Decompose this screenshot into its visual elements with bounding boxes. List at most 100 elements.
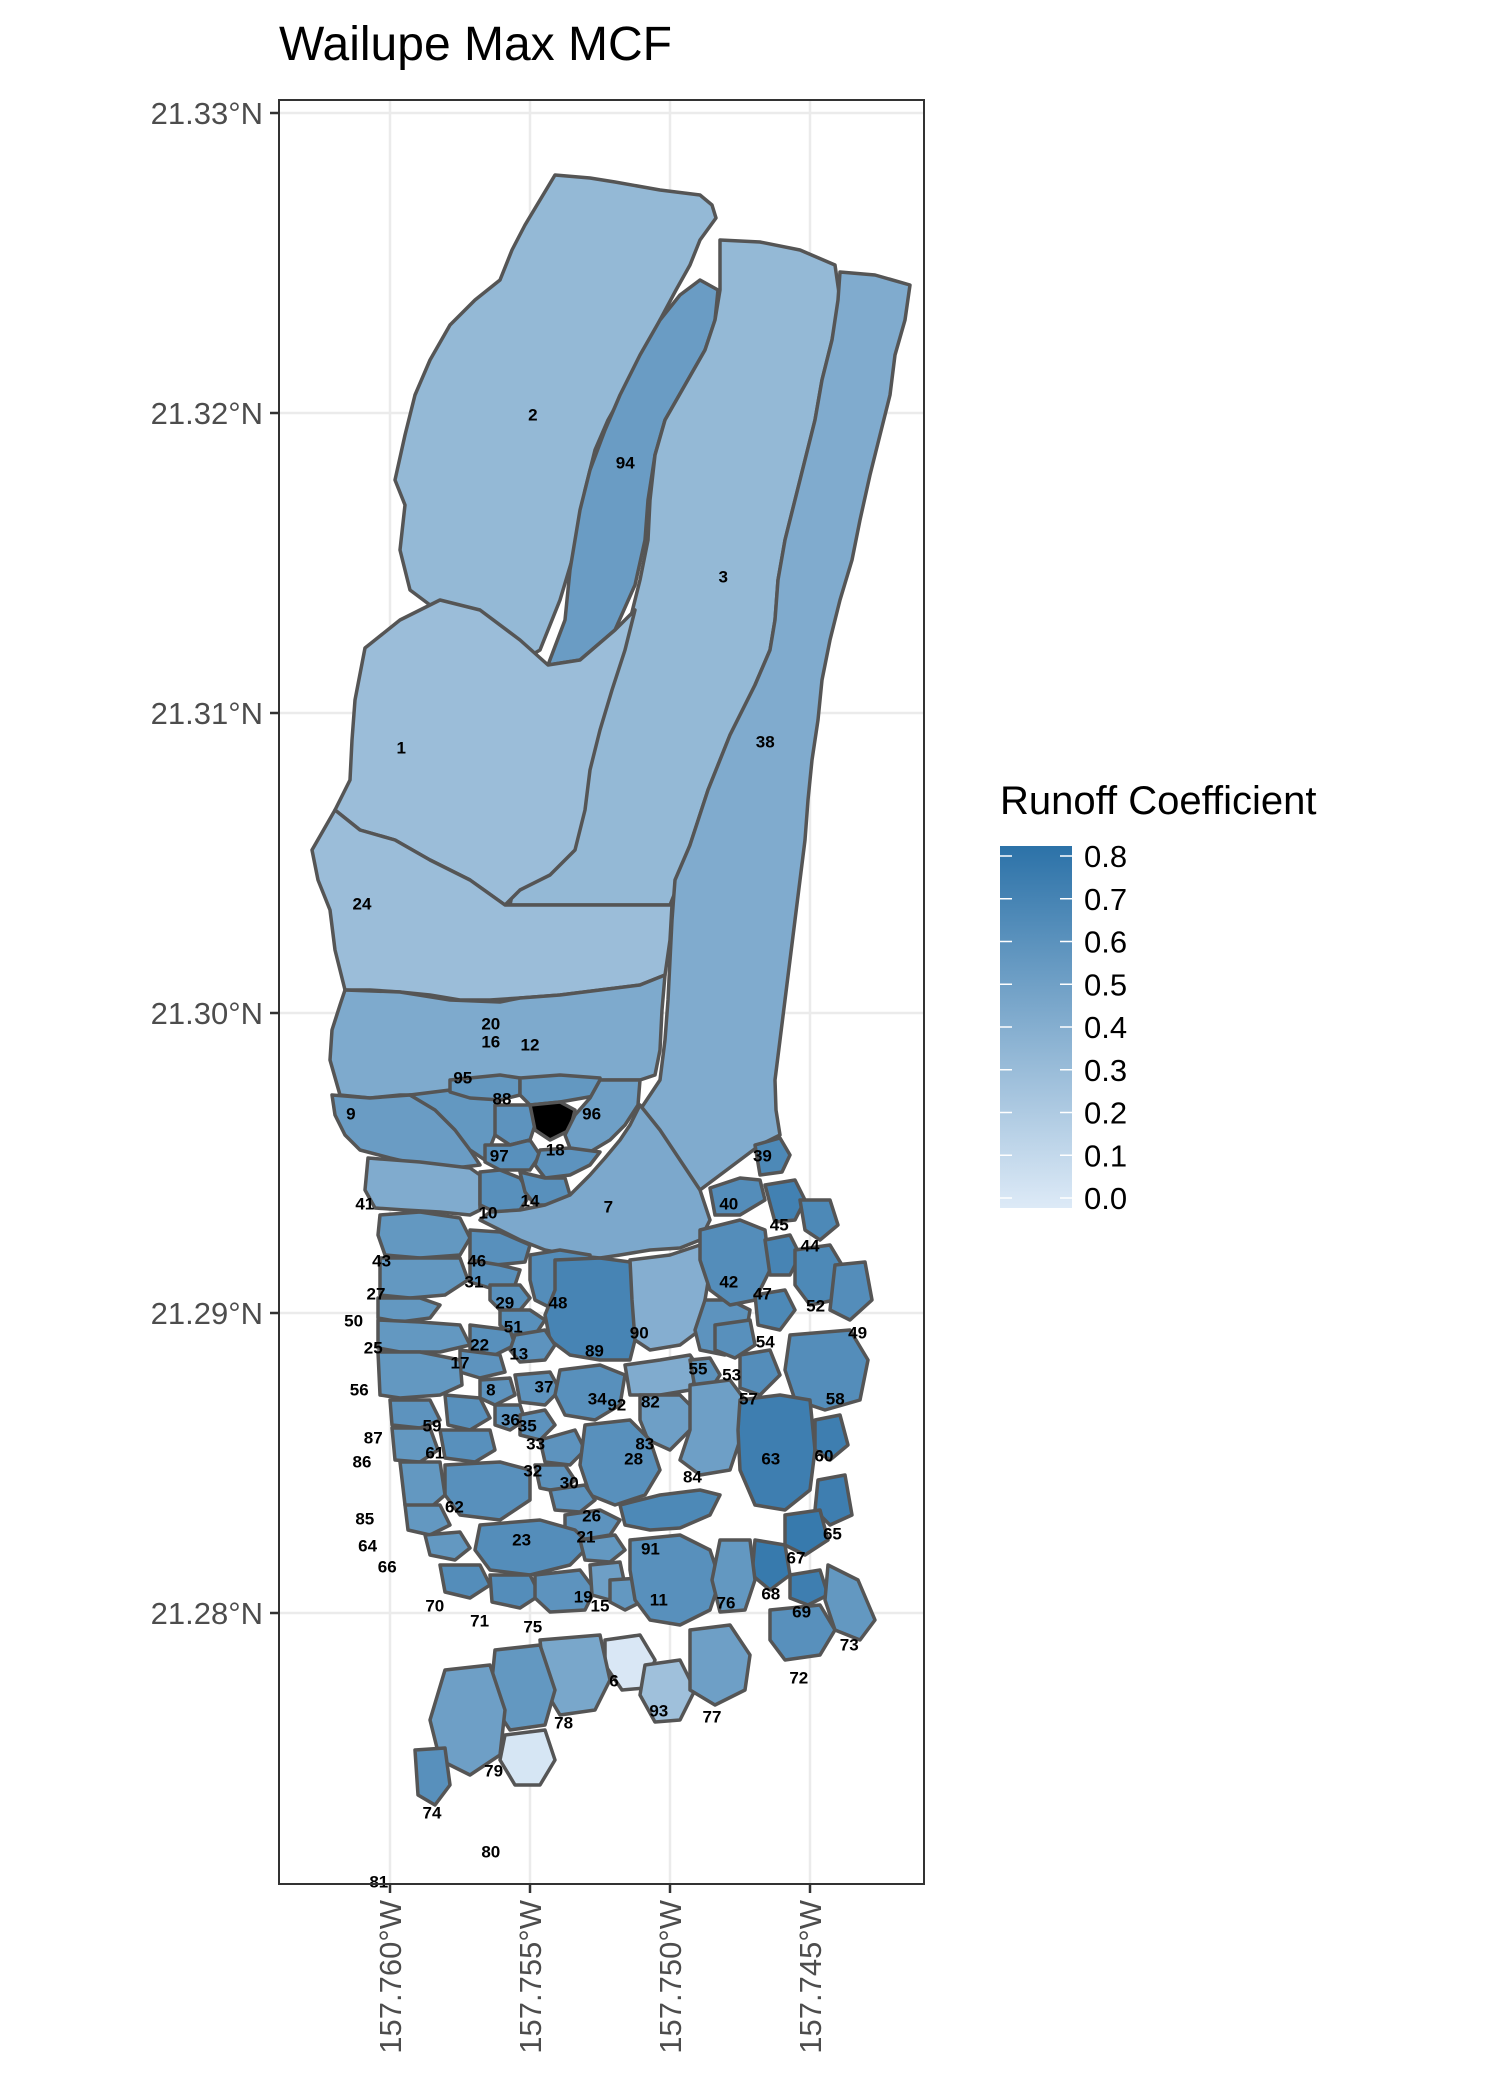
region-label-70: 70 — [425, 1596, 444, 1615]
x-tick-label: 157.750°W — [653, 1899, 688, 2053]
region-label-55: 55 — [689, 1359, 708, 1378]
legend: Runoff Coefficient 0.8 0.7 0.6 0.5 0.4 0.3 0.2… — [1000, 779, 1317, 1216]
y-tick-label: 21.28°N — [151, 1596, 263, 1631]
region-label-11: 11 — [650, 1590, 668, 1609]
region-28 — [578, 1418, 662, 1507]
region-label-89: 89 — [585, 1341, 604, 1360]
region-8 — [478, 1376, 517, 1407]
y-axis: 21.33°N 21.32°N 21.31°N 21.30°N 21.29°N 21.28… — [151, 96, 279, 1631]
region-label-48: 48 — [549, 1293, 568, 1312]
region-label-60: 60 — [815, 1446, 834, 1465]
region-label-19: 19 — [574, 1587, 593, 1606]
region-label-47: 47 — [753, 1284, 772, 1303]
region-label-50: 50 — [344, 1311, 363, 1330]
x-tick-label: 157.755°W — [513, 1899, 548, 2053]
region-11 — [628, 1533, 722, 1627]
region-86 — [390, 1426, 440, 1464]
region-label-71: 71 — [470, 1611, 489, 1630]
region-label-79: 79 — [484, 1761, 503, 1780]
region-label-18: 18 — [546, 1140, 565, 1159]
region-label-87: 87 — [364, 1428, 383, 1447]
y-tick-label: 21.29°N — [151, 1296, 263, 1331]
region-label-3: 3 — [718, 567, 727, 586]
region-60 — [813, 1413, 850, 1462]
region-label-68: 68 — [761, 1584, 780, 1603]
region-label-2: 2 — [528, 405, 537, 424]
region-36 — [493, 1403, 527, 1432]
region-label-46: 46 — [467, 1251, 486, 1270]
region-label-97: 97 — [490, 1146, 509, 1165]
region-58 — [783, 1328, 870, 1412]
region-50 — [376, 1296, 442, 1324]
legend-label: 0.1 — [1084, 1138, 1127, 1173]
region-label-16: 16 — [481, 1032, 500, 1051]
region-label-26: 26 — [582, 1506, 601, 1525]
x-axis: 157.760°W 157.755°W 157.750°W 157.745°W — [373, 1884, 828, 2054]
region-label-35: 35 — [518, 1416, 537, 1435]
region-label-30: 30 — [560, 1473, 579, 1492]
region-71 — [488, 1573, 542, 1610]
region-35 — [518, 1408, 557, 1442]
region-label-58: 58 — [826, 1389, 845, 1408]
region-label-82: 82 — [641, 1392, 660, 1411]
region-label-13: 13 — [509, 1344, 528, 1363]
region-69 — [788, 1568, 830, 1607]
region-label-22: 22 — [470, 1335, 489, 1354]
region-label-37: 37 — [535, 1377, 554, 1396]
region-label-10: 10 — [479, 1203, 498, 1222]
region-label-80: 80 — [481, 1842, 500, 1861]
plot-border — [278, 99, 925, 1885]
region-37 — [513, 1370, 562, 1407]
region-22 — [468, 1323, 517, 1357]
region-label-93: 93 — [649, 1701, 668, 1720]
region-85 — [398, 1460, 447, 1510]
legend-title: Runoff Coefficient — [1000, 779, 1317, 823]
region-66 — [423, 1530, 472, 1562]
region-80 — [498, 1728, 557, 1787]
region-label-32: 32 — [523, 1461, 542, 1480]
region-label-75: 75 — [523, 1617, 542, 1636]
region-label-54: 54 — [756, 1332, 775, 1351]
region-65 — [813, 1473, 854, 1527]
region-62 — [443, 1460, 532, 1522]
region-13 — [508, 1328, 557, 1364]
region-label-88: 88 — [493, 1089, 512, 1108]
legend-label: 0.6 — [1084, 925, 1127, 960]
region-53 — [713, 1318, 757, 1360]
region-44 — [798, 1198, 840, 1242]
region-label-83: 83 — [635, 1434, 654, 1453]
region-label-40: 40 — [719, 1194, 738, 1213]
region-label-49: 49 — [848, 1323, 867, 1342]
region-23 — [473, 1518, 592, 1577]
map-title: Wailupe Max MCF — [279, 18, 672, 71]
region-label-33: 33 — [526, 1434, 545, 1453]
region-74 — [428, 1663, 507, 1777]
region-label-59: 59 — [423, 1416, 442, 1435]
region-77 — [688, 1623, 752, 1707]
region-70 — [438, 1563, 492, 1600]
region-72 — [768, 1603, 837, 1662]
region-label-38: 38 — [756, 732, 775, 751]
region-label-84: 84 — [683, 1467, 702, 1486]
region-40 — [708, 1176, 767, 1217]
region-label-94: 94 — [616, 453, 635, 472]
region-93 — [638, 1658, 697, 1724]
region-7 — [478, 1103, 712, 1260]
region-label-63: 63 — [761, 1449, 780, 1468]
region-label-81: 81 — [369, 1872, 388, 1891]
region-76 — [710, 1538, 757, 1614]
region-label-15: 15 — [591, 1596, 610, 1615]
region-label-36: 36 — [501, 1410, 520, 1429]
region-label-77: 77 — [703, 1707, 722, 1726]
region-label-9: 9 — [346, 1104, 355, 1123]
region-label-45: 45 — [770, 1215, 789, 1234]
region-34 — [553, 1363, 627, 1422]
region-43 — [376, 1210, 472, 1260]
region-33 — [538, 1428, 587, 1467]
y-tick-label: 21.30°N — [151, 996, 263, 1031]
region-label-8: 8 — [486, 1380, 495, 1399]
region-label-7: 7 — [604, 1197, 613, 1216]
region-label-43: 43 — [372, 1251, 391, 1270]
region-39 — [753, 1136, 792, 1177]
region-75 — [533, 1568, 597, 1614]
